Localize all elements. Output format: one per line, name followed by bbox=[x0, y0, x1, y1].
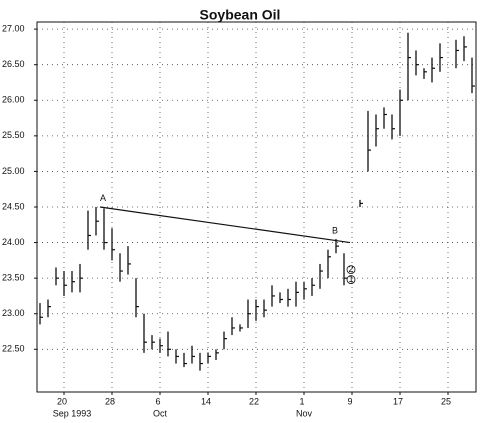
annotation: B bbox=[332, 226, 338, 236]
x-tick-label: 25 bbox=[441, 396, 451, 406]
y-tick-label: 25.50 bbox=[2, 130, 25, 140]
annotation: 2 bbox=[348, 264, 353, 274]
trend-line bbox=[99, 206, 351, 244]
month-label: Sep 1993 bbox=[53, 408, 92, 418]
y-tick-label: 24.50 bbox=[2, 201, 25, 211]
y-tick-label: 26.00 bbox=[2, 95, 25, 105]
annotation: A bbox=[100, 193, 106, 203]
chart-title: Soybean Oil bbox=[200, 7, 281, 23]
x-tick-label: 1 bbox=[299, 396, 304, 406]
y-tick-label: 24.00 bbox=[2, 237, 25, 247]
x-tick-label: 9 bbox=[347, 396, 352, 406]
x-tick-label: 22 bbox=[249, 396, 259, 406]
x-tick-label: 28 bbox=[105, 396, 115, 406]
annotation-circle bbox=[346, 265, 356, 275]
y-tick-label: 23.00 bbox=[2, 308, 25, 318]
annotation-circle bbox=[346, 275, 356, 284]
y-tick-label: 22.50 bbox=[2, 344, 25, 354]
annotation: 1 bbox=[348, 274, 353, 284]
y-tick-label: 23.50 bbox=[2, 273, 25, 283]
month-label: Oct bbox=[153, 408, 168, 418]
x-tick-label: 20 bbox=[57, 396, 67, 406]
y-tick-label: 25.00 bbox=[2, 166, 25, 176]
x-tick-label: 17 bbox=[393, 396, 403, 406]
x-tick-label: 14 bbox=[201, 396, 211, 406]
y-tick-label: 26.50 bbox=[2, 59, 25, 69]
month-label: Nov bbox=[296, 408, 313, 418]
y-tick-label: 27.00 bbox=[2, 23, 25, 33]
x-tick-label: 6 bbox=[155, 396, 160, 406]
